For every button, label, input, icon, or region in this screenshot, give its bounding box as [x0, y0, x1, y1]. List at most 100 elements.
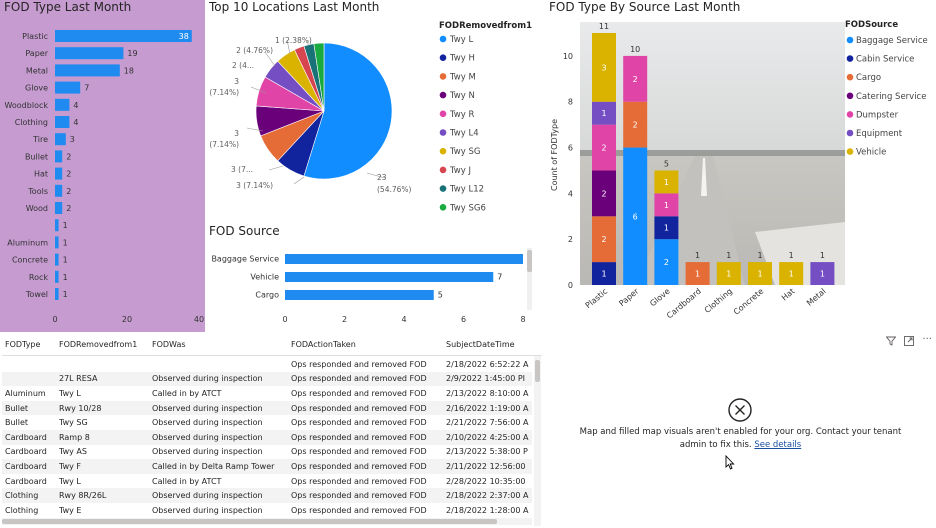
pie-slice[interactable] [303, 42, 393, 180]
pie-legend-item[interactable]: Twy N [449, 91, 475, 101]
table-row[interactable]: Ops responded and removed FOD 2/18/2022 6… [2, 357, 532, 372]
fod-type-bar[interactable] [55, 202, 63, 214]
table-row[interactable]: Cardboard Ramp 8 Observed during inspectio… [2, 430, 532, 445]
stacked-legend-item[interactable]: Vehicle [856, 148, 886, 158]
stacked-bar-segment[interactable] [654, 170, 679, 194]
stacked-bar-segment[interactable] [654, 193, 679, 217]
stacked-bar-segment[interactable] [592, 262, 616, 285]
source-x-tick: 6 [461, 315, 466, 324]
col-header-fodtype[interactable]: FODType [5, 340, 41, 349]
fod-type-bar[interactable] [55, 219, 59, 232]
table-row[interactable]: Cardboard Twy AS Observed during inspectio… [2, 445, 532, 460]
stacked-bar-segment[interactable] [592, 33, 616, 102]
stacked-bar-segment[interactable] [654, 239, 679, 285]
stacked-chart[interactable]: 12221311Plastic62210Paper21115Glove11Car… [545, 0, 936, 332]
table-row[interactable]: Clothing Rwy 8R/26L Observed during inspec… [2, 488, 532, 503]
fod-type-bar[interactable] [55, 150, 63, 163]
stacked-bar-segment[interactable] [716, 262, 741, 285]
stacked-bar-segment[interactable] [685, 262, 710, 285]
stacked-segment-label: 2 [664, 258, 669, 267]
stacked-bar-segment[interactable] [623, 147, 648, 285]
fod-type-bar[interactable] [55, 288, 59, 300]
pie-legend-item[interactable]: Twy SG [449, 147, 480, 157]
fod-type-bar[interactable] [55, 253, 59, 266]
fod-type-category-label: Plastic [22, 32, 48, 41]
fod-table[interactable]: FODType FODRemovedfrom1 FODWas FODAction… [2, 334, 542, 526]
stacked-legend-item[interactable]: Cargo [856, 73, 881, 83]
fod-type-bar[interactable] [55, 116, 70, 128]
fod-type-bar[interactable] [55, 184, 63, 197]
table-vscroll[interactable] [534, 356, 541, 526]
fod-type-bar[interactable] [55, 47, 124, 60]
stacked-bar-segment[interactable] [654, 216, 679, 240]
col-header-action[interactable]: FODActionTaken [291, 340, 356, 349]
table-cell: Cardboard [5, 476, 47, 486]
focus-mode-icon[interactable] [904, 336, 915, 349]
stacked-segment-label: 1 [757, 270, 762, 279]
table-row[interactable]: Bullet Rwy 10/28 Observed during inspectio… [2, 400, 532, 416]
source-chart[interactable]: Baggage Service8Vehicle7Cargo502468 [207, 222, 540, 334]
map-visual[interactable]: ··· Map and filled map visuals aren't en… [545, 334, 936, 528]
pie-slice[interactable] [313, 42, 325, 112]
pie-legend-item[interactable]: Twy L [449, 35, 473, 45]
source-bar[interactable] [285, 272, 494, 282]
fod-type-bar[interactable] [55, 167, 63, 180]
filter-icon[interactable] [885, 336, 897, 349]
table-row[interactable]: Clothing Twy E Observed during inspection O… [2, 503, 532, 518]
pie-data-label: 3 [234, 129, 239, 138]
fod-type-bar[interactable] [55, 98, 70, 111]
stacked-legend-item[interactable]: Catering Service [856, 92, 926, 102]
col-header-fodwas[interactable]: FODWas [152, 340, 186, 349]
col-header-removedfrom[interactable]: FODRemovedfrom1 [59, 340, 138, 349]
pie-legend-item[interactable]: Twy L12 [449, 185, 484, 195]
stacked-bar-segment[interactable] [779, 262, 804, 285]
table-row[interactable]: Aluminum Twy L Called in by ATCT Ops respon… [2, 386, 532, 401]
fod-type-bar[interactable] [55, 81, 81, 94]
table-cell: Called in by ATCT [152, 388, 222, 398]
stacked-bar-segment[interactable] [592, 124, 616, 171]
source-tile[interactable]: FOD Source Baggage Service 8 Vehicle 7 Cargo… [207, 222, 540, 334]
pie-chart[interactable]: 23 (54.76%) 3 (7.14%) 3 (7... 3 (7.14%) 3 (7.14… [207, 0, 540, 222]
stacked-segment-label: 1 [664, 224, 669, 233]
table-hscroll-thumb[interactable] [2, 519, 497, 524]
fod-type-tile[interactable]: FOD Type Last Month Plastic 38 Paper 19 Meta… [0, 0, 205, 332]
pie-legend-item[interactable]: Twy R [449, 110, 474, 120]
fod-type-bar[interactable] [55, 64, 120, 77]
pie-legend-item[interactable]: Twy L4 [449, 129, 479, 139]
source-bar[interactable] [285, 254, 523, 264]
stacked-legend-item[interactable]: Baggage Service [856, 36, 928, 46]
pie-legend-item[interactable]: Twy H [449, 54, 475, 64]
stacked-bar-segment[interactable] [623, 55, 648, 102]
pie-legend-item[interactable]: Twy M [449, 72, 476, 82]
fod-type-chart[interactable]: Plastic 38 Paper 19 Metal 18 Glove 7 Woodblock 4 C… [0, 0, 205, 332]
more-options-icon[interactable]: ··· [922, 334, 932, 345]
pie-tile[interactable]: Top 10 Locations Last Month 23 (54.76%) 3 … [207, 0, 540, 222]
table-hscroll[interactable] [2, 518, 532, 525]
see-details-link[interactable]: See details [754, 440, 802, 450]
table-vscroll-thumb[interactable] [535, 360, 540, 382]
source-bar[interactable] [285, 290, 434, 300]
pie-legend-item[interactable]: Twy J [449, 166, 471, 176]
stacked-bar-segment[interactable] [592, 101, 616, 125]
table-row[interactable]: Bullet Twy SG Observed during inspection Op… [2, 415, 532, 430]
stacked-legend-item[interactable]: Equipment [856, 129, 903, 139]
stacked-bar-segment[interactable] [810, 262, 835, 285]
table-row[interactable]: Cardboard Twy F Called in by Delta Ramp To… [2, 459, 532, 474]
stacked-bar-segment[interactable] [748, 262, 772, 285]
fod-type-bar[interactable] [55, 133, 66, 146]
stacked-tile[interactable]: FOD Type By Source Last Month 1 2 2 2 1 3 11 Pl… [545, 0, 936, 332]
fod-type-bar[interactable] [55, 236, 59, 249]
stacked-legend-item[interactable]: Dumpster [856, 110, 899, 120]
table-cell: Ops responded and removed FOD [291, 388, 427, 398]
fod-type-bar[interactable] [55, 30, 192, 42]
table-row[interactable]: Cardboard Twy L Called in by ATCT Ops respo… [2, 474, 532, 489]
runway-centerline [701, 158, 707, 196]
stacked-legend-item[interactable]: Cabin Service [856, 55, 914, 65]
pie-legend-item[interactable]: Twy SG6 [449, 203, 486, 213]
fod-type-bar[interactable] [55, 270, 59, 283]
stacked-bar-segment[interactable] [592, 216, 616, 263]
table-row[interactable]: 27L RESA Observed during inspection Ops re… [2, 371, 532, 387]
stacked-bar-segment[interactable] [623, 101, 648, 148]
col-header-datetime[interactable]: SubjectDateTime [446, 340, 515, 349]
stacked-bar-segment[interactable] [592, 170, 616, 217]
